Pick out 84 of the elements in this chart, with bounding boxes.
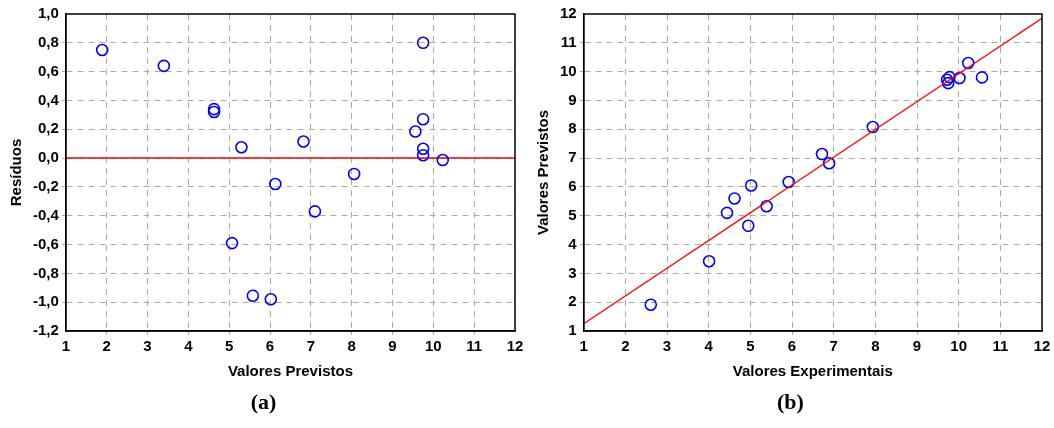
x-tick-label: 7 bbox=[306, 337, 316, 355]
x-tick-label: 6 bbox=[265, 337, 275, 355]
x-tick-label: 5 bbox=[746, 337, 755, 355]
text: (a) bbox=[249, 389, 278, 415]
point bbox=[416, 36, 430, 50]
y-tick-label: 12 bbox=[560, 4, 577, 22]
y-tick-label: 6 bbox=[568, 177, 577, 195]
x-tick-label: 12 bbox=[506, 337, 524, 355]
y-tick-label: 2 bbox=[568, 292, 577, 310]
x-tick-label: 3 bbox=[662, 337, 672, 355]
point bbox=[409, 125, 422, 138]
y-tick-label: 10 bbox=[560, 61, 577, 79]
x-tick-label: 10 bbox=[424, 337, 442, 355]
x-tick-label: 4 bbox=[704, 337, 714, 355]
point bbox=[225, 236, 239, 250]
point bbox=[644, 298, 658, 312]
point bbox=[246, 289, 260, 302]
point bbox=[961, 56, 975, 70]
x-tick-label: 8 bbox=[347, 337, 356, 355]
point bbox=[760, 199, 773, 213]
point bbox=[308, 205, 322, 218]
x-tick-label: 8 bbox=[871, 337, 880, 355]
y-tick-label: -1,0 bbox=[32, 292, 59, 310]
y-tick-label: 7 bbox=[568, 148, 577, 166]
y-tick-label: 9 bbox=[568, 90, 577, 108]
y-tick-label: 1 bbox=[568, 321, 577, 339]
point bbox=[235, 140, 248, 154]
y-tick-label: -0,2 bbox=[32, 177, 59, 195]
y-tick-label: -0,4 bbox=[32, 205, 60, 223]
x-tick-label: 10 bbox=[950, 337, 968, 355]
x-tick-label: 11 bbox=[466, 337, 483, 355]
x-axis-title: Valores Previstos bbox=[227, 362, 353, 380]
y-tick-label: 3 bbox=[568, 263, 577, 281]
point bbox=[264, 293, 278, 306]
x-tick-label: 3 bbox=[143, 337, 152, 355]
y-axis-title: Valores Previstos bbox=[534, 109, 552, 236]
x-axis-title: Valores Experimentais bbox=[732, 362, 893, 380]
y-tick-label: 0,6 bbox=[37, 61, 59, 79]
y-tick-label: 0,8 bbox=[37, 32, 59, 50]
x-tick-label: 5 bbox=[225, 337, 234, 355]
y-tick-label: -0,8 bbox=[32, 263, 59, 281]
text: (b) bbox=[776, 389, 805, 415]
x-tick-label: 11 bbox=[992, 337, 1009, 355]
x-tick-label: 1 bbox=[61, 337, 71, 355]
x-tick-label: 6 bbox=[787, 337, 797, 355]
point bbox=[728, 192, 741, 205]
point bbox=[157, 59, 171, 73]
point bbox=[975, 71, 989, 84]
point bbox=[744, 179, 758, 192]
y-tick-label: 1,0 bbox=[37, 4, 59, 22]
point bbox=[95, 43, 109, 57]
point bbox=[866, 120, 880, 134]
point bbox=[416, 112, 430, 126]
point bbox=[416, 142, 430, 156]
y-tick-label: 11 bbox=[560, 32, 577, 50]
point bbox=[436, 153, 450, 167]
y-tick-label: 8 bbox=[568, 119, 577, 137]
x-tick-label: 2 bbox=[102, 337, 111, 355]
x-tick-label: 9 bbox=[388, 337, 397, 355]
point bbox=[720, 206, 734, 220]
point bbox=[782, 175, 795, 189]
point bbox=[822, 156, 836, 170]
point bbox=[815, 147, 829, 161]
y-tick-label: 0,2 bbox=[37, 119, 59, 137]
y-tick-label: 5 bbox=[568, 205, 577, 223]
x-tick-label: 1 bbox=[579, 337, 588, 355]
x-tick-label: 2 bbox=[621, 337, 630, 355]
point bbox=[953, 71, 966, 85]
point bbox=[269, 177, 282, 191]
point bbox=[297, 135, 310, 148]
x-tick-label: 4 bbox=[184, 337, 194, 355]
y-axis-title: Resíduos bbox=[7, 138, 25, 207]
point bbox=[702, 254, 716, 268]
point bbox=[347, 167, 361, 181]
point bbox=[741, 219, 755, 233]
y-tick-label: -1,2 bbox=[32, 321, 59, 339]
y-tick-label: 0,0 bbox=[37, 148, 59, 166]
y-tick-label: 4 bbox=[568, 234, 578, 252]
x-tick-label: 12 bbox=[1033, 337, 1051, 355]
x-tick-label: 7 bbox=[829, 337, 838, 355]
x-tick-label: 9 bbox=[912, 337, 922, 355]
point bbox=[416, 148, 430, 162]
y-tick-label: 0,4 bbox=[37, 90, 60, 108]
y-tick-label: -0,6 bbox=[32, 234, 59, 252]
